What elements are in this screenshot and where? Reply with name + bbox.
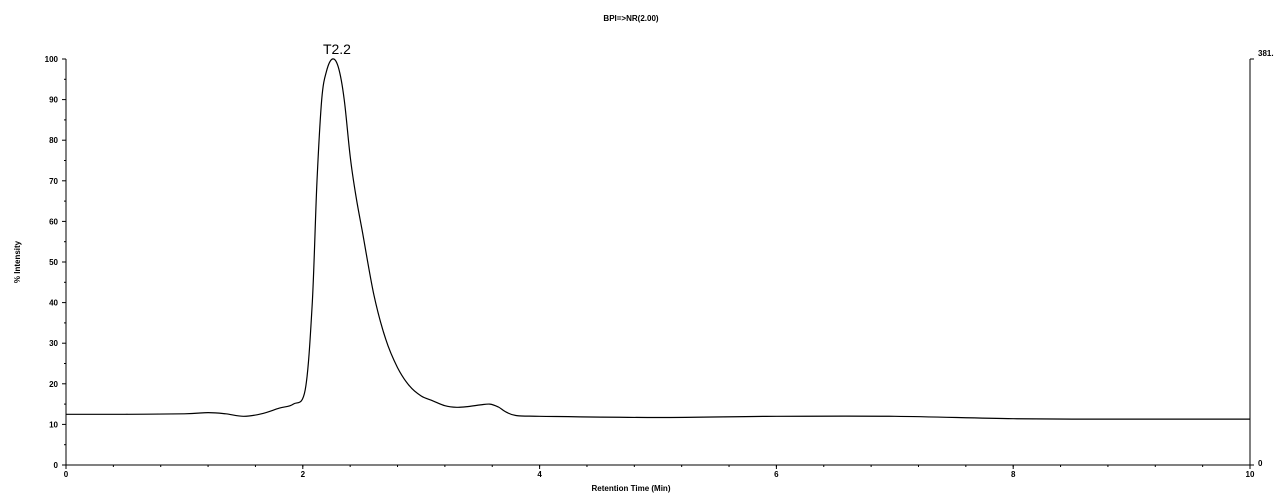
y-tick-label: 40 bbox=[49, 299, 58, 308]
y-tick-label: 0 bbox=[54, 461, 59, 470]
y-axis-ticks: 0 10 20 30 40 50 60 70 80 90 100 bbox=[45, 55, 66, 470]
series-line-bpi bbox=[66, 58, 1251, 420]
y-tick-label: 30 bbox=[49, 339, 58, 348]
x-tick-label: 10 bbox=[1246, 470, 1255, 479]
y-axis-title: % Intensity bbox=[13, 240, 22, 283]
y-tick-label: 70 bbox=[49, 177, 58, 186]
y-tick-label: 80 bbox=[49, 136, 58, 145]
y-tick-label: 20 bbox=[49, 380, 58, 389]
x-axis-ticks: 0 2 4 6 8 10 bbox=[64, 465, 1255, 479]
x-tick-label: 2 bbox=[301, 470, 306, 479]
x-tick-label: 8 bbox=[1011, 470, 1016, 479]
x-axis-title: Retention Time (Min) bbox=[592, 484, 671, 493]
right-axis-max-label: 381. bbox=[1258, 49, 1274, 58]
y-tick-label: 10 bbox=[49, 420, 58, 429]
axes bbox=[65, 58, 1254, 466]
y-tick-label: 90 bbox=[49, 96, 58, 105]
peak-annotations: T2.2 bbox=[323, 41, 351, 57]
x-tick-label: 0 bbox=[64, 470, 69, 479]
y-tick-label: 100 bbox=[45, 55, 59, 64]
y-tick-label: 50 bbox=[49, 258, 58, 267]
right-axis-min-label: 0 bbox=[1258, 459, 1263, 468]
peak-label: T2.2 bbox=[323, 41, 351, 57]
x-tick-label: 4 bbox=[537, 470, 542, 479]
x-tick-label: 6 bbox=[774, 470, 779, 479]
chart-title: BPI=>NR(2.00) bbox=[603, 14, 658, 23]
y-tick-label: 60 bbox=[49, 217, 58, 226]
